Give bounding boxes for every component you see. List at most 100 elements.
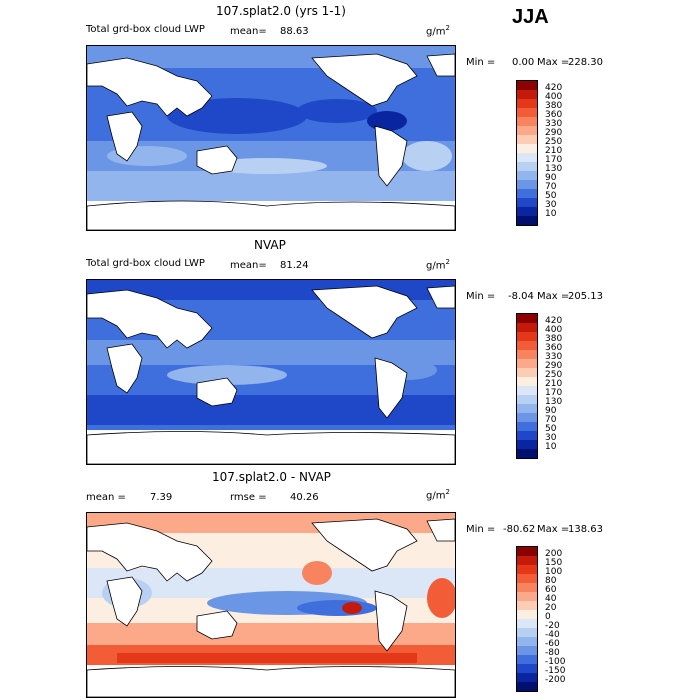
panel-2-max-value: 205.13 (568, 291, 603, 302)
panel-1-colorbar-swatches (517, 81, 537, 225)
colorbar-swatch (517, 592, 537, 601)
colorbar-swatch (517, 144, 537, 153)
colorbar-tick-label: 100 (545, 567, 563, 577)
colorbar-swatch (517, 619, 537, 628)
colorbar-tick-label: 80 (545, 576, 557, 586)
colorbar-swatch (517, 431, 537, 440)
colorbar-swatch (517, 90, 537, 99)
colorbar-tick-label: 40 (545, 594, 557, 604)
colorbar-swatch (517, 628, 537, 637)
colorbar-swatch (517, 171, 537, 180)
colorbar-tick-label: 170 (545, 388, 563, 398)
colorbar-tick-label: 420 (545, 83, 563, 93)
panel-2-min-label: Min = (466, 291, 496, 302)
colorbar-swatch (517, 404, 537, 413)
colorbar-swatch (517, 126, 537, 135)
colorbar-tick-label: 360 (545, 343, 563, 353)
panel-3-min-label: Min = (466, 524, 496, 535)
colorbar-tick-label: -150 (545, 666, 566, 676)
panel-3-continents (87, 518, 455, 697)
panel-1-colorbar-ticks: 420 400 380 360 330 290 250 210 170 130 90 70 50 30 10 (545, 80, 585, 224)
panel-1-field-label: Total grd-box cloud LWP (86, 24, 205, 35)
colorbar-tick-label: 20 (545, 603, 557, 613)
colorbar-swatch (517, 332, 537, 341)
panel-3-mean-label: mean = (86, 492, 126, 503)
panel-3-colorbar-swatches (517, 547, 537, 691)
panel-3-units: g/m2 (426, 488, 450, 502)
panel-1-min-label: Min = (466, 57, 496, 68)
colorbar-swatch (517, 440, 537, 449)
colorbar-swatch (517, 655, 537, 664)
colorbar-swatch (517, 180, 537, 189)
colorbar-tick-label: 290 (545, 128, 563, 138)
colorbar-tick-label: 170 (545, 155, 563, 165)
panel-3-title: 107.splat2.0 - NVAP (212, 470, 331, 484)
colorbar-swatch (517, 547, 537, 556)
panel-3-rmse-label: rmse = (230, 492, 267, 503)
colorbar-swatch (517, 207, 537, 216)
panel-3-map-svg (87, 513, 455, 697)
colorbar-swatch (517, 198, 537, 207)
panel-2-colorbar-ticks: 420 400 380 360 330 290 250 210 170 130 90 70 50 30 10 (545, 313, 585, 457)
colorbar-tick-label: 60 (545, 585, 557, 595)
colorbar-tick-label: 420 (545, 316, 563, 326)
panel-3-colorbar (516, 546, 538, 692)
panel-2-continents (87, 285, 455, 464)
colorbar-tick-label: 30 (545, 200, 557, 210)
colorbar-tick-label: -80 (545, 648, 560, 658)
panel-3-max-label: Max = (537, 524, 570, 535)
panel-3-min-value: -80.62 (503, 524, 536, 535)
colorbar-swatch (517, 314, 537, 323)
colorbar-swatch (517, 386, 537, 395)
colorbar-swatch (517, 153, 537, 162)
colorbar-tick-label: 90 (545, 173, 557, 183)
panel-1-continents (87, 53, 455, 230)
colorbar-swatch (517, 646, 537, 655)
colorbar-tick-label: -20 (545, 621, 560, 631)
colorbar-tick-label: 210 (545, 146, 563, 156)
panel-2-units: g/m2 (426, 258, 450, 272)
panel-2-title: NVAP (254, 238, 286, 252)
colorbar-tick-label: 0 (545, 612, 551, 622)
panel-1-map-svg (87, 46, 455, 230)
panel-2-mean-value: 81.24 (280, 260, 309, 271)
colorbar-tick-label: 360 (545, 110, 563, 120)
colorbar-swatch (517, 601, 537, 610)
colorbar-tick-label: 50 (545, 424, 557, 434)
colorbar-swatch (517, 368, 537, 377)
panel-2-map-svg (87, 280, 455, 464)
colorbar-swatch (517, 117, 537, 126)
colorbar-swatch (517, 422, 537, 431)
colorbar-swatch (517, 449, 537, 458)
colorbar-tick-label: 250 (545, 137, 563, 147)
panel-2-colorbar-swatches (517, 314, 537, 458)
panel-3-colorbar-ticks: 200 150 100 80 60 40 20 0 -20 -40 -60 -80 -100 -150 -2… (545, 546, 585, 690)
colorbar-tick-label: 330 (545, 352, 563, 362)
colorbar-swatch (517, 664, 537, 673)
colorbar-tick-label: 10 (545, 442, 557, 452)
panel-2-mean-label: mean= (230, 260, 267, 271)
panel-2-field-label: Total grd-box cloud LWP (86, 258, 205, 269)
colorbar-tick-label: 380 (545, 334, 563, 344)
panel-3-rmse-value: 40.26 (290, 492, 319, 503)
colorbar-tick-label: 70 (545, 182, 557, 192)
colorbar-swatch (517, 341, 537, 350)
colorbar-swatch (517, 162, 537, 171)
colorbar-tick-label: 250 (545, 370, 563, 380)
panel-2-min-value: -8.04 (508, 291, 534, 302)
colorbar-swatch (517, 413, 537, 422)
colorbar-swatch (517, 216, 537, 225)
colorbar-tick-label: -100 (545, 657, 566, 667)
colorbar-tick-label: 130 (545, 164, 563, 174)
colorbar-tick-label: 400 (545, 325, 563, 335)
colorbar-swatch (517, 673, 537, 682)
panel-1-map (86, 45, 456, 231)
panel-2-map (86, 279, 456, 465)
panel-1-mean-label: mean= (230, 26, 267, 37)
panel-3-mean-value: 7.39 (150, 492, 173, 503)
colorbar-swatch (517, 323, 537, 332)
colorbar-swatch (517, 556, 537, 565)
panel-1-max-label: Max = (537, 57, 570, 68)
colorbar-swatch (517, 682, 537, 691)
colorbar-swatch (517, 135, 537, 144)
